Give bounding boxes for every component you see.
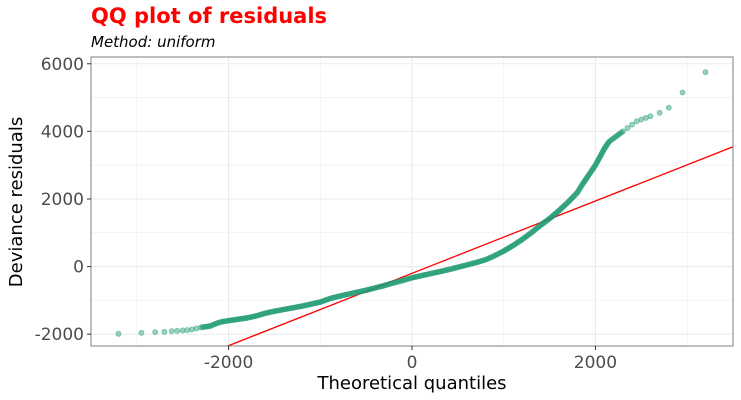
y-tick-label: 0 (73, 258, 84, 278)
data-point (629, 121, 636, 128)
data-point (702, 69, 709, 76)
data-point (161, 328, 168, 335)
data-points (115, 69, 709, 337)
data-point (168, 328, 175, 335)
data-point (152, 329, 159, 336)
data-point (656, 109, 663, 116)
chart-title: QQ plot of residuals (91, 4, 327, 28)
y-axis-ticks: -2000 0 2000 4000 6000 (35, 55, 91, 345)
data-point (193, 325, 200, 332)
y-tick-label: -2000 (35, 325, 84, 345)
grid-lines (91, 57, 733, 346)
reference-line-group (225, 146, 733, 346)
data-point (188, 326, 195, 333)
data-point (665, 104, 672, 111)
data-point (647, 113, 654, 120)
x-axis-label: Theoretical quantiles (316, 373, 506, 394)
x-tick-label: 2000 (574, 353, 617, 373)
data-point (138, 329, 145, 336)
y-tick-label: 6000 (41, 55, 84, 75)
x-tick-label: -2000 (204, 353, 253, 373)
data-point (679, 89, 686, 96)
reference-line (225, 146, 733, 346)
y-tick-label: 4000 (41, 122, 84, 142)
data-point (624, 125, 631, 131)
chart-subtitle: Method: uniform (91, 33, 216, 51)
y-axis-label: Deviance residuals (6, 117, 27, 287)
data-point (174, 327, 181, 334)
x-tick-label: 0 (407, 353, 418, 373)
data-point (179, 327, 186, 334)
data-point (620, 128, 626, 135)
data-point (184, 327, 191, 334)
x-axis-ticks: -2000 0 2000 (204, 346, 617, 373)
y-tick-label: 2000 (41, 190, 84, 210)
data-point (115, 330, 122, 337)
